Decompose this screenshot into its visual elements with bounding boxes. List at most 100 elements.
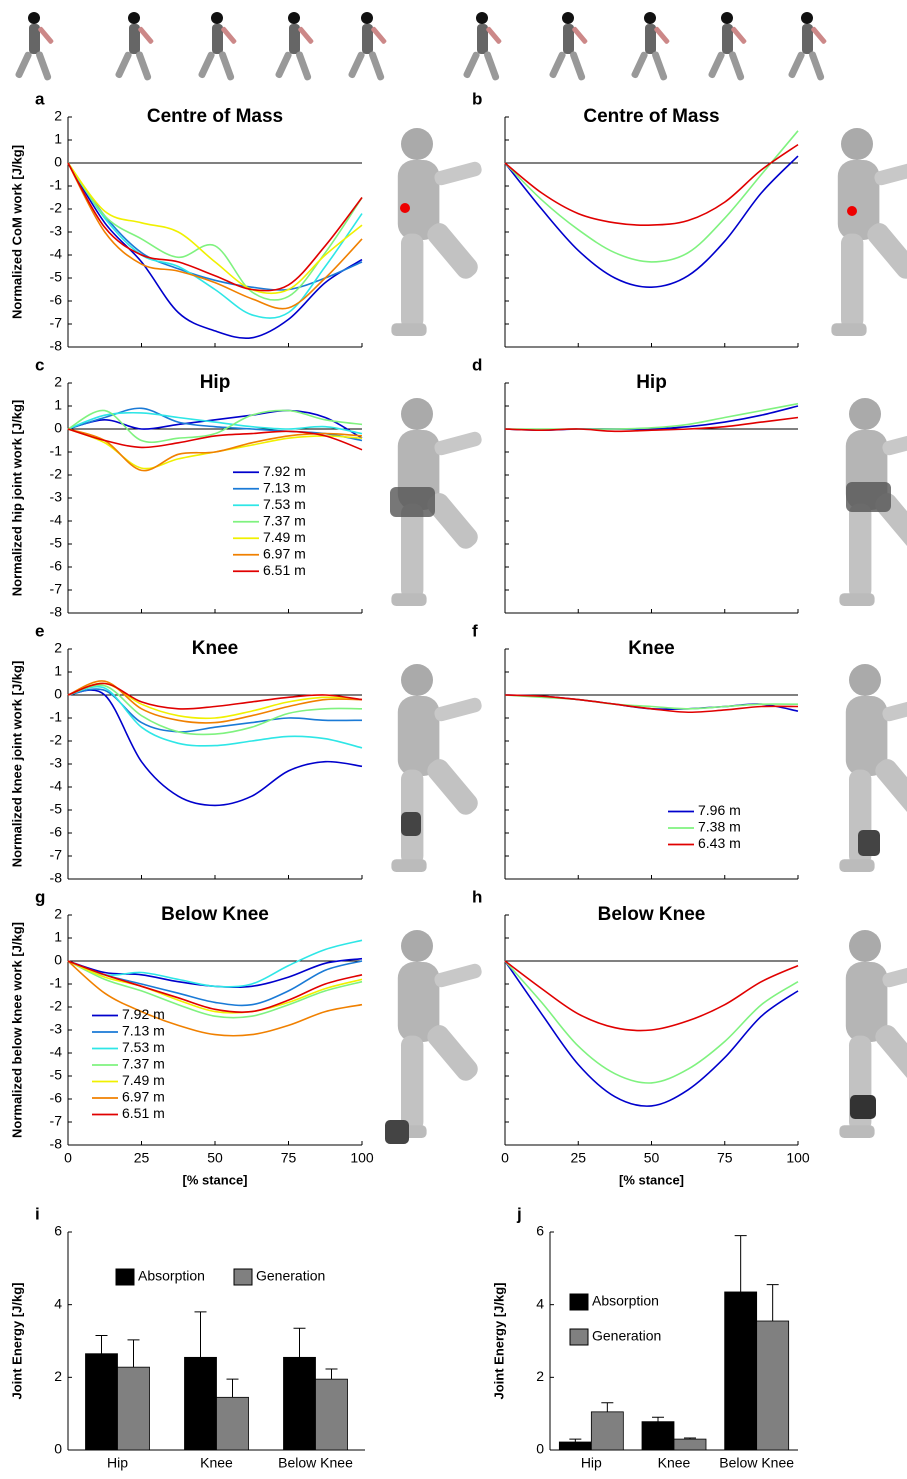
- y-tick-label: 2: [54, 374, 62, 390]
- y-tick-label: -4: [50, 512, 63, 528]
- bar: [673, 1438, 707, 1451]
- line-series: [504, 405, 799, 431]
- x-tick-label: 75: [717, 1150, 733, 1166]
- bar: [85, 1353, 118, 1451]
- line-series: [67, 411, 363, 435]
- y-tick-label: 0: [54, 1441, 62, 1457]
- y-tick-label: 1: [54, 663, 62, 679]
- panel-label: e: [35, 621, 44, 640]
- legend-label: 7.96 m: [698, 802, 741, 818]
- y-tick-label: -6: [50, 292, 63, 308]
- y-tick-label: -5: [50, 535, 63, 551]
- y-tick-label: -4: [50, 778, 63, 794]
- runner-icon: [114, 12, 155, 82]
- y-tick-label: -3: [50, 223, 63, 239]
- bar: [558, 1441, 592, 1451]
- y-tick-label: 2: [54, 1368, 62, 1384]
- y-tick-label: 4: [54, 1295, 62, 1311]
- legend-label: 7.49 m: [122, 1072, 165, 1088]
- y-tick-label: 1: [54, 929, 62, 945]
- line-series: [504, 960, 799, 1107]
- legend-label: 7.13 m: [122, 1023, 165, 1039]
- runner-icon: [787, 12, 828, 82]
- line-series: [67, 162, 363, 292]
- y-axis-label: Normalized hip joint work [J/kg]: [9, 400, 24, 596]
- line-series: [67, 960, 363, 1019]
- line-series: [504, 694, 799, 714]
- legend-label: 6.43 m: [698, 835, 741, 851]
- error-bar: [127, 1339, 140, 1368]
- legend-label: 6.97 m: [122, 1089, 165, 1105]
- bar: [756, 1320, 790, 1451]
- y-tick-label: -6: [50, 1090, 63, 1106]
- line-series: [504, 155, 799, 289]
- knee-highlight: [401, 812, 421, 836]
- y-tick-label: -6: [50, 824, 63, 840]
- legend-label: 7.49 m: [263, 529, 306, 545]
- line-series: [67, 960, 363, 1007]
- line-series: [67, 162, 363, 310]
- line-series: [67, 409, 363, 439]
- chart-title: Hip: [636, 372, 667, 393]
- hip-highlight: [846, 482, 891, 512]
- legend-label: Absorption: [592, 1293, 659, 1309]
- line-series: [67, 162, 363, 295]
- y-tick-label: -3: [50, 1021, 63, 1037]
- y-tick-label: -7: [50, 315, 63, 331]
- y-tick-label: 0: [536, 1441, 544, 1457]
- x-tick-label: 0: [501, 1150, 509, 1166]
- bar: [216, 1396, 249, 1451]
- x-tick-label: 100: [786, 1150, 810, 1166]
- line-series: [504, 694, 799, 710]
- body-figure: [831, 128, 907, 336]
- legend-label: Absorption: [138, 1268, 205, 1284]
- legend-label: 7.13 m: [263, 479, 306, 495]
- x-axis-label: [% stance]: [619, 1172, 684, 1187]
- line-series: [67, 682, 363, 710]
- x-tick-label: 50: [207, 1150, 223, 1166]
- line-series: [67, 689, 363, 807]
- legend-swatch: [569, 1328, 589, 1346]
- y-tick-label: 2: [54, 108, 62, 124]
- line-series: [504, 143, 799, 226]
- bar: [641, 1421, 675, 1451]
- runner-icon: [707, 12, 748, 82]
- panel-label: a: [35, 89, 45, 108]
- y-tick-label: -4: [50, 1044, 63, 1060]
- body-figure: [391, 930, 484, 1138]
- y-tick-label: -5: [50, 1067, 63, 1083]
- runner-icon: [462, 12, 503, 82]
- y-axis-label: Normalized below knee work [J/kg]: [9, 922, 24, 1138]
- runner-strip: [14, 12, 828, 82]
- line-series: [67, 939, 363, 988]
- y-tick-label: -8: [50, 870, 63, 886]
- legend-label: 6.51 m: [122, 1105, 165, 1121]
- runner-icon: [630, 12, 671, 82]
- chart-title: Knee: [192, 638, 238, 659]
- legend-swatch: [115, 1268, 135, 1286]
- runner-icon: [274, 12, 315, 82]
- line-series: [67, 960, 363, 1014]
- y-tick-label: -2: [50, 998, 63, 1014]
- line-series: [67, 960, 363, 1014]
- x-tick-label: Hip: [107, 1455, 128, 1471]
- y-tick-label: -8: [50, 604, 63, 620]
- panel-label: g: [35, 887, 45, 906]
- runner-icon: [197, 12, 238, 82]
- legend-label: 7.37 m: [122, 1056, 165, 1072]
- error-bar: [293, 1327, 306, 1358]
- y-tick-label: -8: [50, 1136, 63, 1152]
- y-tick-label: 0: [54, 154, 62, 170]
- legend-label: 7.53 m: [263, 496, 306, 512]
- line-series: [67, 960, 363, 1037]
- panel-label: j: [516, 1204, 522, 1223]
- line-series: [67, 684, 363, 736]
- chart-title: Knee: [628, 638, 674, 659]
- x-tick-label: 50: [644, 1150, 660, 1166]
- y-axis-label: Normalized CoM work [J/kg]: [9, 145, 24, 319]
- bar: [724, 1291, 758, 1451]
- legend-label: 7.38 m: [698, 819, 741, 835]
- bar: [590, 1411, 624, 1451]
- panel-label: i: [35, 1204, 40, 1223]
- legend-swatch: [233, 1268, 253, 1286]
